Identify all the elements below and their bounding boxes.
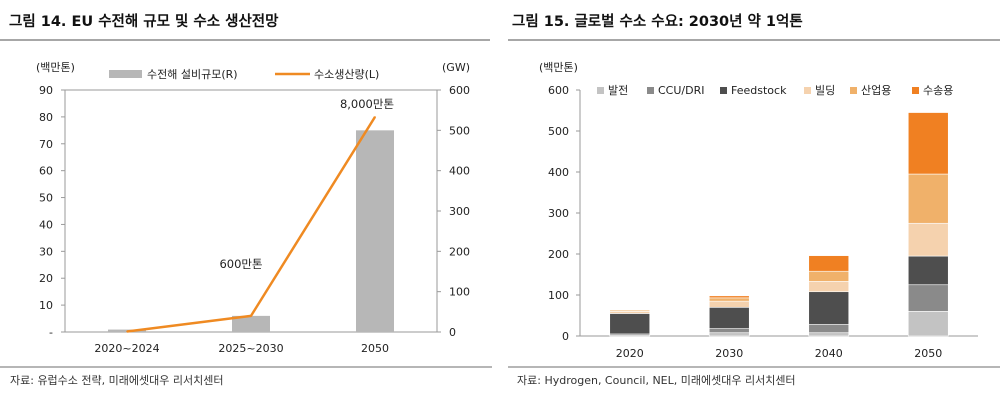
chart2-bar-segment [808, 291, 850, 325]
chart1-left-tick-label: 90 [39, 84, 53, 97]
chart2-bar-segment [907, 173, 949, 224]
chart2-source: 자료: Hydrogen, Council, NEL, 미래에셋대우 리서치센터 [517, 374, 796, 387]
chart2-bar-segment [808, 324, 850, 334]
chart1-right-tick-label: 100 [449, 286, 470, 299]
chart1-left-tick-label: 60 [39, 165, 53, 178]
chart1-production-line [126, 116, 377, 333]
chart2-bar-segment [808, 270, 850, 282]
chart2-legend-swatch [912, 87, 919, 94]
chart2-legend-label: 발전 [608, 84, 628, 97]
chart2-legend-label: 산업용 [861, 84, 891, 97]
chart1-left-unit: (백만톤) [36, 61, 75, 74]
chart1-line-point [374, 116, 376, 118]
chart2-legend-label: CCU/DRI [658, 84, 704, 97]
chart2-plot: 0 100 200 300 400 500 600 2020 2030 2040 2050 [548, 84, 978, 360]
chart2-legend-label: 빌딩 [815, 84, 835, 97]
chart1-left-tick-label: 30 [39, 245, 53, 258]
chart2-title: 그림 15. 글로벌 수소 수요: 2030년 약 1억톤 [512, 12, 803, 30]
chart1-legend-line-label: 수소생산량(L) [314, 68, 379, 81]
chart2-legend-swatch [647, 87, 654, 94]
chart2-bar-segment [907, 112, 949, 175]
chart2-bar-segment [808, 332, 850, 337]
chart1-plot: - 10 20 30 40 50 60 70 80 90 0 100 200 300 400 500 600 20… [39, 84, 470, 355]
chart1-left-tick-label: 40 [39, 218, 53, 231]
chart1-legend-bar-swatch [109, 70, 142, 78]
chart2-bar-segment [609, 313, 651, 335]
chart1-annotation: 8,000만톤 [340, 97, 394, 111]
chart1-right-tick-label: 300 [449, 205, 470, 218]
chart2-legend-swatch [720, 87, 727, 94]
chart2-legend: 발전 CCU/DRI Feedstock 빌딩 산업용 수송용 [597, 84, 953, 97]
chart2-bar-segment [907, 311, 949, 337]
chart2-bar-segment [708, 297, 750, 302]
chart1-left-tick-label: 10 [39, 299, 53, 312]
chart1-legend: 수전해 설비규모(R) 수소생산량(L) [109, 67, 379, 81]
chart2-legend-swatch [804, 87, 811, 94]
chart2-unit: (백만톤) [539, 61, 578, 74]
chart2-legend-label: Feedstock [731, 84, 787, 97]
chart1-category-label: 2050 [361, 342, 389, 355]
chart1-right-tick-label: 200 [449, 245, 470, 258]
chart2-bar-segment [808, 255, 850, 272]
chart2-bar-segment [609, 311, 651, 314]
chart1-right-tick-label: 400 [449, 165, 470, 178]
chart2-tick-label: 200 [548, 248, 569, 261]
chart1-right-tick-label: 0 [449, 326, 456, 339]
chart1-legend-bar-label: 수전해 설비규모(R) [147, 67, 238, 81]
chart2-tick-label: 400 [548, 166, 569, 179]
chart2-legend-swatch [597, 87, 604, 94]
chart1-left-tick-label: - [49, 326, 53, 339]
chart2-tick-label: 500 [548, 125, 569, 138]
chart1-annotation: 600만톤 [219, 257, 262, 271]
chart2-category-label: 2050 [914, 347, 942, 360]
chart2-legend-swatch [850, 87, 857, 94]
chart1-category-label: 2025~2030 [218, 342, 283, 355]
chart1-right-unit: (GW) [442, 61, 470, 74]
chart2-bar-segment [907, 255, 949, 286]
chart1-right-tick-label: 500 [449, 124, 470, 137]
chart2-category-label: 2020 [616, 347, 644, 360]
chart1-line-point [250, 315, 252, 317]
chart2-bar-segment [708, 300, 750, 308]
chart2-bar-segment [907, 284, 949, 312]
chart1-source: 자료: 유럽수소 전략, 미래에셋대우 리서치센터 [10, 373, 223, 387]
chart2-legend-label: 수송용 [923, 84, 953, 97]
chart2-category-label: 2040 [815, 347, 843, 360]
chart1-bar [232, 315, 270, 332]
chart1-title: 그림 14. EU 수전해 규모 및 수소 생산전망 [9, 12, 279, 30]
chart2-tick-label: 300 [548, 207, 569, 220]
chart1-category-label: 2020~2024 [94, 342, 159, 355]
chart1-left-tick-label: 80 [39, 111, 53, 124]
chart1-right-tick-label: 600 [449, 84, 470, 97]
chart2-bar-segment [808, 281, 850, 293]
chart1-bar [356, 130, 394, 332]
chart1-left-tick-label: 50 [39, 192, 53, 205]
chart2-bar-segment [708, 306, 750, 329]
chart2-bar-segment [708, 328, 750, 334]
chart2-tick-label: 600 [548, 84, 569, 97]
chart2-tick-label: 100 [548, 289, 569, 302]
chart2-bar-segment [708, 332, 750, 337]
chart2-category-label: 2030 [715, 347, 743, 360]
chart1-left-tick-label: 70 [39, 138, 53, 151]
chart2-bar-segment [708, 295, 750, 299]
chart2-bar-segment [907, 222, 949, 257]
chart2-tick-label: 0 [562, 330, 569, 343]
chart1-left-tick-label: 20 [39, 272, 53, 285]
chart1-line-point [126, 330, 128, 333]
